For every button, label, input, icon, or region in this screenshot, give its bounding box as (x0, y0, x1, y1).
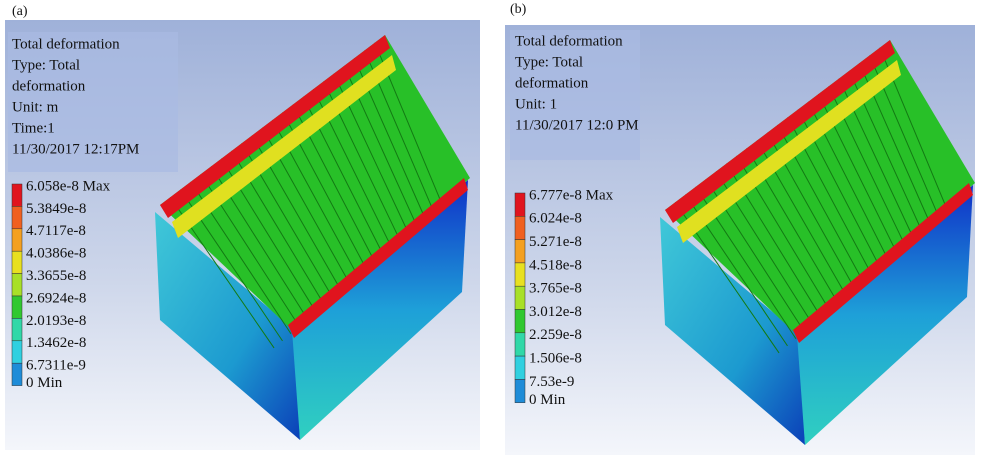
legend-label: 1.3462e-8 (26, 335, 86, 351)
legend-label: 1.506e-8 (529, 351, 582, 367)
legend-label: 5.3849e-8 (26, 201, 86, 217)
legend-swatch (515, 240, 525, 263)
legend-swatch (12, 341, 22, 363)
info-line: Unit: m (12, 99, 59, 115)
legend-swatch (515, 310, 525, 333)
info-line: 11/30/2017 12:17PM (12, 141, 139, 157)
legend-label: 0 Min (529, 392, 566, 408)
legend-label: 6.058e-8 Max (26, 178, 111, 194)
legend-swatch (12, 274, 22, 296)
panel-label: (a) (12, 4, 28, 19)
legend-label: 4.518e-8 (529, 257, 582, 273)
info-line: Type: Total (12, 57, 80, 73)
info-line: 11/30/2017 12:0 PM (515, 117, 639, 133)
legend-label: 2.6924e-8 (26, 290, 86, 306)
legend-swatch (12, 363, 22, 385)
legend-label: 6.777e-8 Max (529, 187, 614, 203)
legend-swatch (12, 184, 22, 206)
legend-swatch (515, 286, 525, 309)
legend-swatch (515, 263, 525, 286)
info-line: Unit: 1 (515, 96, 557, 112)
legend-swatch (12, 229, 22, 251)
info-line: Total deformation (515, 33, 623, 49)
legend-label: 6.024e-8 (529, 211, 582, 227)
info-line: deformation (515, 75, 589, 91)
legend-swatch (12, 296, 22, 318)
info-line: Time:1 (12, 120, 55, 136)
legend-swatch (12, 206, 22, 228)
legend-swatch (515, 216, 525, 239)
legend-label: 4.0386e-8 (26, 246, 86, 262)
legend-swatch (12, 251, 22, 273)
legend-swatch (515, 193, 525, 216)
info-line: deformation (12, 78, 86, 94)
legend-label: 5.271e-8 (529, 234, 582, 250)
legend-label: 3.012e-8 (529, 304, 582, 320)
legend-label: 7.53e-9 (529, 374, 574, 390)
legend-swatch (515, 356, 525, 379)
legend-swatch (12, 318, 22, 340)
legend-swatch (515, 379, 525, 402)
legend-swatch (515, 333, 525, 356)
info-line: Total deformation (12, 36, 120, 52)
legend-label: 3.3655e-8 (26, 268, 86, 284)
legend-label: 2.0193e-8 (26, 313, 86, 329)
panel-label: (b) (510, 2, 527, 17)
legend-label: 6.7311e-9 (26, 358, 86, 374)
legend-label: 2.259e-8 (529, 327, 582, 343)
legend-label: 0 Min (26, 375, 63, 391)
legend-label: 3.765e-8 (529, 281, 582, 297)
info-box (510, 30, 640, 160)
figure: (a) Total deformation Type: Total deformati… (0, 0, 981, 455)
info-line: Type: Total (515, 54, 583, 70)
legend-label: 4.7117e-8 (26, 223, 86, 239)
